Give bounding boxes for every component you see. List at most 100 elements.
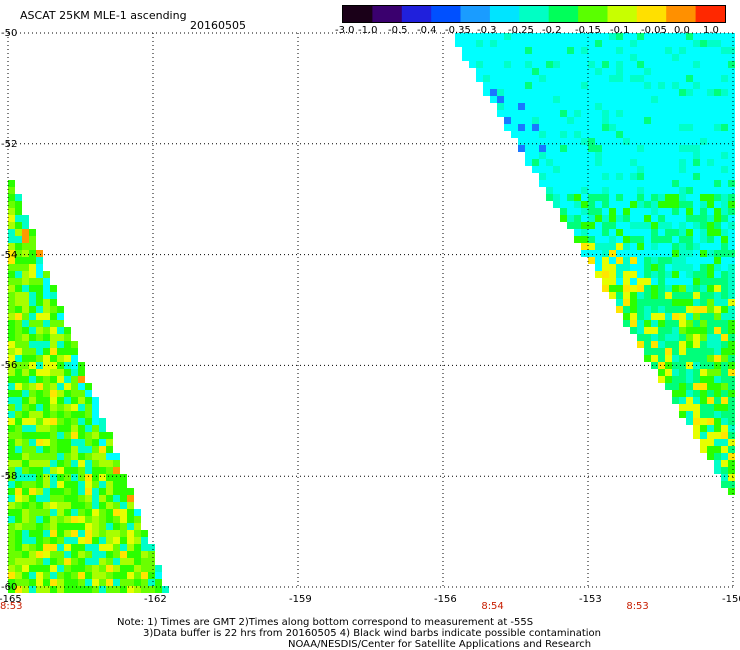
- data-cell: [651, 159, 658, 166]
- data-cell: [99, 544, 106, 551]
- data-cell: [483, 75, 490, 82]
- data-cell: [644, 124, 651, 131]
- data-cell: [728, 180, 735, 187]
- data-cell: [504, 117, 511, 124]
- data-cell: [721, 348, 728, 355]
- data-cell: [700, 40, 707, 47]
- data-cell: [29, 439, 36, 446]
- data-cell: [672, 397, 679, 404]
- data-cell: [43, 271, 50, 278]
- data-cell: [518, 145, 525, 152]
- data-cell: [700, 369, 707, 376]
- data-cell: [651, 103, 658, 110]
- data-cell: [22, 334, 29, 341]
- data-cell: [644, 159, 651, 166]
- data-cell: [64, 334, 71, 341]
- data-cell: [22, 243, 29, 250]
- data-cell: [78, 579, 85, 586]
- data-cell: [658, 61, 665, 68]
- footer-note-line1: Note: 1) Times are GMT 2)Times along bot…: [117, 617, 534, 628]
- data-cell: [50, 327, 57, 334]
- data-cell: [560, 138, 567, 145]
- data-cell: [581, 152, 588, 159]
- data-cell: [665, 180, 672, 187]
- data-cell: [43, 341, 50, 348]
- data-cell: [728, 166, 735, 173]
- data-cell: [658, 299, 665, 306]
- data-cell: [134, 523, 141, 530]
- data-cell: [476, 47, 483, 54]
- data-cell: [106, 488, 113, 495]
- colorbar-segment: [519, 6, 550, 22]
- data-cell: [672, 306, 679, 313]
- data-cell: [665, 243, 672, 250]
- data-cell: [686, 285, 693, 292]
- data-cell: [43, 348, 50, 355]
- data-cell: [672, 320, 679, 327]
- data-cell: [686, 103, 693, 110]
- data-cell: [78, 432, 85, 439]
- data-cell: [637, 61, 644, 68]
- data-cell: [714, 369, 721, 376]
- data-cell: [8, 187, 15, 194]
- data-cell: [714, 236, 721, 243]
- data-cell: [672, 264, 679, 271]
- data-cell: [525, 96, 532, 103]
- data-cell: [64, 509, 71, 516]
- data-cell: [623, 124, 630, 131]
- data-cell: [721, 201, 728, 208]
- data-cell: [714, 131, 721, 138]
- data-cell: [8, 579, 15, 586]
- colorbar-segment: [636, 6, 667, 22]
- data-cell: [721, 222, 728, 229]
- data-cell: [588, 61, 595, 68]
- data-cell: [8, 432, 15, 439]
- data-cell: [644, 271, 651, 278]
- data-cell: [8, 537, 15, 544]
- data-cell: [127, 495, 134, 502]
- data-cell: [686, 320, 693, 327]
- data-cell: [490, 89, 497, 96]
- data-cell: [15, 194, 22, 201]
- data-cell: [92, 411, 99, 418]
- data-cell: [728, 61, 735, 68]
- data-cell: [36, 306, 43, 313]
- data-cell: [99, 418, 106, 425]
- data-cell: [490, 33, 497, 40]
- data-cell: [679, 222, 686, 229]
- data-cell: [651, 138, 658, 145]
- data-cell: [78, 502, 85, 509]
- data-cell: [36, 509, 43, 516]
- data-cell: [85, 558, 92, 565]
- data-cell: [721, 481, 728, 488]
- data-cell: [686, 411, 693, 418]
- date-label: 20160505: [190, 19, 246, 32]
- data-cell: [700, 376, 707, 383]
- colorbar-tick-label: -0.35: [445, 25, 471, 36]
- data-cell: [658, 103, 665, 110]
- data-cell: [15, 411, 22, 418]
- data-cell: [700, 124, 707, 131]
- data-cell: [539, 124, 546, 131]
- data-cell: [728, 404, 735, 411]
- data-cell: [134, 558, 141, 565]
- data-cell: [43, 516, 50, 523]
- data-cell: [686, 418, 693, 425]
- data-cell: [518, 131, 525, 138]
- data-cell: [693, 264, 700, 271]
- data-cell: [120, 502, 127, 509]
- data-cell: [714, 173, 721, 180]
- data-cell: [64, 432, 71, 439]
- data-cell: [148, 579, 155, 586]
- data-cell: [560, 96, 567, 103]
- data-cell: [707, 40, 714, 47]
- data-cell: [623, 180, 630, 187]
- data-cell: [630, 124, 637, 131]
- data-cell: [15, 376, 22, 383]
- data-cell: [22, 376, 29, 383]
- data-cell: [595, 187, 602, 194]
- data-cell: [651, 89, 658, 96]
- data-cell: [616, 61, 623, 68]
- data-cell: [616, 180, 623, 187]
- data-cell: [700, 187, 707, 194]
